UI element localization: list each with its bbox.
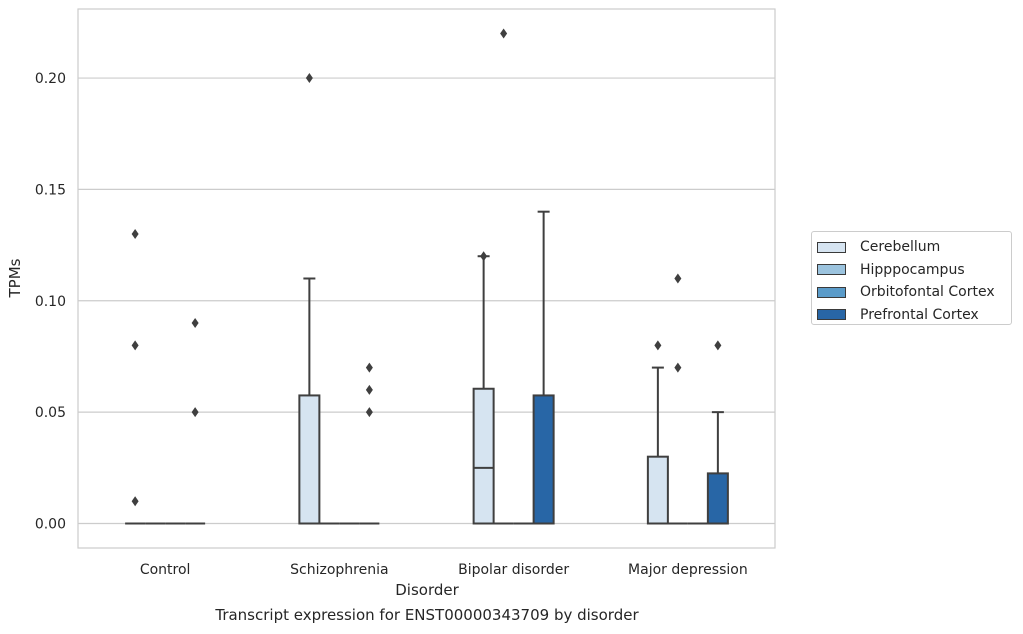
- x-axis-label: Disorder: [395, 581, 459, 599]
- box-prefrontal-cortex: [359, 362, 380, 525]
- box-body: [298, 394, 321, 525]
- y-tick-label: 0.05: [35, 405, 66, 421]
- legend-label: Orbitofontal Cortex: [860, 284, 995, 301]
- legend-label: Cerebellum: [860, 239, 941, 256]
- x-tick-label: Major depression: [628, 562, 748, 578]
- outlier-point: [365, 362, 373, 373]
- legend-swatch-hippocampus: [817, 264, 846, 276]
- legend-swatch-orbitofrontal: [817, 286, 846, 298]
- box-cerebellum: [646, 340, 669, 525]
- outlier-point: [191, 318, 199, 329]
- legend-item-cerebellum: Cerebellum: [817, 236, 1011, 259]
- box-prefrontal-cortex: [706, 340, 729, 525]
- y-tick-label: 0.10: [35, 294, 66, 310]
- outlier-point: [500, 28, 508, 39]
- x-tick-label: Schizophrenia: [290, 562, 388, 578]
- x-tick-label: Control: [140, 562, 191, 578]
- outlier-point: [674, 273, 682, 284]
- y-tick-label: 0.15: [35, 182, 66, 198]
- legend-label: Prefrontal Cortex: [860, 306, 979, 323]
- outlier-point: [365, 384, 373, 395]
- box-prefrontal-cortex: [532, 210, 555, 525]
- x-tick-label: Bipolar disorder: [458, 562, 569, 578]
- chart-caption: Transcript expression for ENST0000034370…: [215, 606, 639, 624]
- y-tick-label: 0.00: [35, 517, 66, 533]
- outlier-point: [714, 340, 722, 351]
- legend-item-prefrontal: Prefrontal Cortex: [817, 304, 1011, 327]
- outlier-point: [480, 251, 488, 262]
- y-tick-label: 0.20: [35, 71, 66, 87]
- box-prefrontal-cortex: [185, 318, 206, 525]
- y-tick-labels: 0.00 0.05 0.10 0.15 0.20: [35, 71, 66, 532]
- plot-frame: [77, 8, 776, 549]
- legend-item-orbitofrontal: Orbitofontal Cortex: [817, 281, 1011, 304]
- outlier-point: [131, 340, 139, 351]
- legend: Cerebellum Hipppocampus Orbitofontal Cor…: [811, 231, 1012, 325]
- outlier-point: [365, 407, 373, 418]
- box-cerebellum: [125, 228, 146, 525]
- box-body: [532, 394, 555, 525]
- outlier-point: [674, 362, 682, 373]
- box-layer: [125, 28, 729, 525]
- legend-label: Hipppocampus: [860, 261, 965, 278]
- legend-item-hippocampus: Hipppocampus: [817, 259, 1011, 282]
- outlier-point: [131, 228, 139, 239]
- outlier-point: [191, 407, 199, 418]
- box-body: [472, 387, 495, 525]
- box-body: [706, 472, 729, 525]
- outlier-point: [131, 496, 139, 507]
- grid-lines: [78, 77, 775, 525]
- legend-swatch-cerebellum: [817, 241, 846, 253]
- outlier-point: [305, 73, 313, 84]
- outlier-point: [654, 340, 662, 351]
- box-body: [646, 455, 669, 525]
- box-cerebellum: [298, 73, 321, 525]
- box-cerebellum: [472, 251, 495, 525]
- legend-swatch-prefrontal: [817, 309, 846, 321]
- box-hipppocampus: [667, 273, 688, 525]
- y-axis-label: TPMs: [6, 258, 24, 298]
- box-hipppocampus: [493, 28, 514, 525]
- x-tick-labels: Control Schizophrenia Bipolar disorder Majo…: [140, 562, 748, 578]
